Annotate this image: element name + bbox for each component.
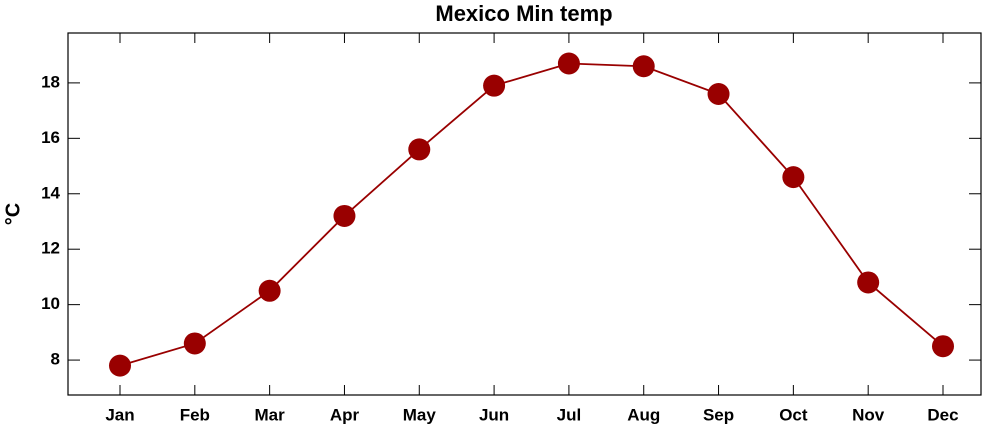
x-tick-label: Oct bbox=[779, 405, 808, 424]
x-tick-label: Jan bbox=[105, 405, 134, 424]
marker bbox=[707, 82, 730, 105]
y-tick-label: 10 bbox=[41, 294, 60, 313]
marker bbox=[857, 271, 880, 294]
marker bbox=[183, 332, 206, 355]
marker bbox=[932, 335, 954, 358]
marker bbox=[258, 279, 281, 302]
x-tick-label: Sep bbox=[703, 405, 734, 424]
y-axis-label: °C bbox=[2, 203, 24, 225]
x-tick-label: Aug bbox=[627, 405, 660, 424]
marker bbox=[333, 204, 356, 227]
x-tick-label: Dec bbox=[927, 405, 958, 424]
x-tick-label: Mar bbox=[255, 405, 286, 424]
x-tick-label: Apr bbox=[330, 405, 360, 424]
line bbox=[119, 62, 944, 367]
x-tick-label: May bbox=[403, 405, 437, 424]
chart-title: Mexico Min temp bbox=[435, 1, 612, 26]
marker bbox=[483, 74, 506, 97]
plot-frame bbox=[67, 32, 982, 396]
x-tick-label: Jul bbox=[557, 405, 582, 424]
marker bbox=[557, 52, 580, 75]
y-tick-label: 14 bbox=[41, 183, 60, 202]
marker bbox=[109, 354, 131, 377]
x-tick-label: Nov bbox=[852, 405, 885, 424]
y-tick-label: 8 bbox=[51, 350, 60, 369]
marker bbox=[632, 55, 655, 78]
y-tick-label: 16 bbox=[41, 128, 60, 147]
y-tick-label: 12 bbox=[41, 239, 60, 258]
marker bbox=[408, 138, 431, 161]
y-tick-label: 18 bbox=[41, 72, 60, 91]
x-tick-label: Jun bbox=[479, 405, 509, 424]
x-tick-label: Feb bbox=[180, 405, 210, 424]
marker bbox=[782, 166, 805, 189]
